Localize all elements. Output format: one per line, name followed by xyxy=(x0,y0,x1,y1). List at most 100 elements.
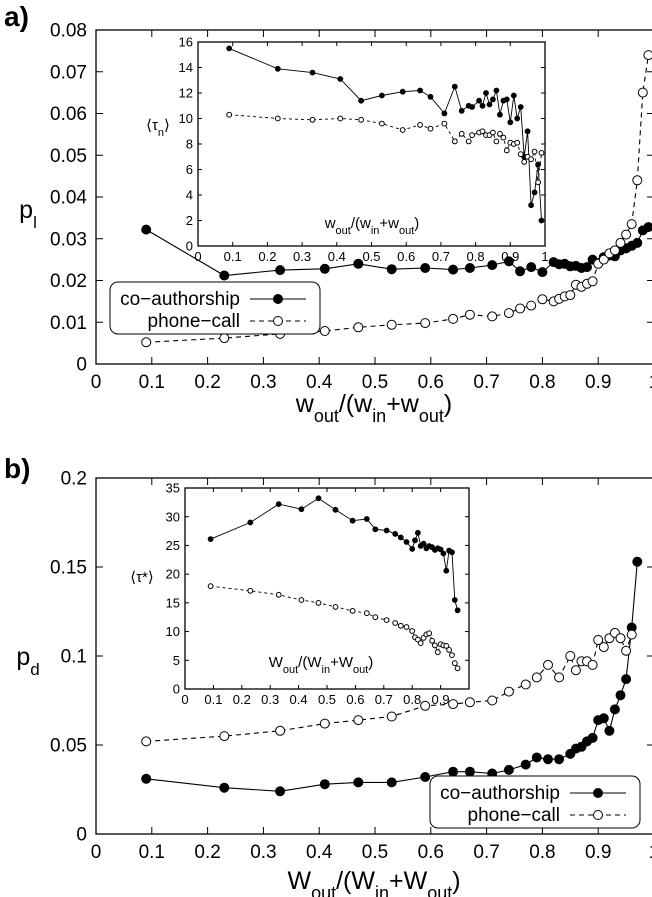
panel-b-main-point-coauthorship xyxy=(609,704,620,715)
panel-a-inset-point-coauthorship xyxy=(538,217,545,224)
panel-a-main-ytick-label: 0.01 xyxy=(50,313,87,334)
panel-a-inset-point-phonecall xyxy=(500,134,507,141)
panel-a-inset-point-coauthorship xyxy=(514,115,521,122)
panel-a-inset-point-coauthorship xyxy=(535,161,541,168)
panel-b-inset-point-phonecall xyxy=(332,604,339,610)
panel-a-inset-point-coauthorship xyxy=(531,189,538,196)
panel-b-main-xtick-label: 0.6 xyxy=(418,842,444,863)
panel-b-inset-point-phonecall xyxy=(449,652,455,658)
panel-b-main-point-phonecall xyxy=(503,686,514,697)
panel-b-inset-point-coauthorship xyxy=(275,501,282,508)
panel-b-inset-plot-frame xyxy=(184,487,470,690)
panel-a-main-point-phonecall xyxy=(526,300,537,311)
panel-b-inset-point-phonecall xyxy=(403,624,410,630)
panel-a-inset-ytick-label: 12 xyxy=(179,86,193,101)
panel-b-main-point-phonecall xyxy=(353,715,364,726)
panel-a-inset-point-phonecall xyxy=(427,125,434,132)
panel-b-inset-xtick-label: 0.6 xyxy=(346,692,364,707)
panel-b-main-point-phonecall xyxy=(570,665,581,676)
panel-b-inset-ylabel: ⟨τ*⟩ xyxy=(130,569,153,586)
panel-b-main-point-phonecall xyxy=(386,711,397,722)
panel-b-main-point-coauthorship xyxy=(587,732,598,743)
panel-a-main-xtick-label: 0.1 xyxy=(139,372,165,393)
panel-a-inset-point-phonecall xyxy=(441,120,448,127)
panel-b-main-point-coauthorship xyxy=(621,674,632,685)
panel-a-inset-xlabel: wout/(win+wout) xyxy=(324,215,420,237)
panel-a-ylabel: pl xyxy=(19,196,37,232)
panel-a-legend-marker xyxy=(273,294,283,304)
panel-a-main-point-coauthorship xyxy=(448,264,459,275)
panel-b-main-point-coauthorship xyxy=(615,690,626,701)
panel-a-main-ytick-label: 0.03 xyxy=(50,229,87,250)
panel-b-main-xtick-label: 0.3 xyxy=(250,842,276,863)
panel-b-inset-xlabel: Wout/(Win+Wout) xyxy=(269,654,374,676)
panel-b-main-point-coauthorship xyxy=(275,786,286,797)
panel-a-inset-xtick-label: 0.4 xyxy=(328,249,346,264)
panel-a-legend-label: co−authorship xyxy=(120,289,240,310)
panel-a-main-xtick-label: 0.5 xyxy=(362,372,388,393)
panel-b-inset-ytick-label: 35 xyxy=(166,481,180,496)
panel-b-inset-point-phonecall xyxy=(454,665,461,672)
panel-b-inset-point-phonecall xyxy=(207,583,214,590)
panel-a-main-xtick-label: 0.8 xyxy=(529,372,555,393)
panel-a-inset-point-phonecall xyxy=(451,138,458,145)
panel-a-inset-xtick-label: 1 xyxy=(541,249,548,264)
panel-a-inset-ylabel: ⟨τn⟩ xyxy=(146,117,170,139)
panel-a-inset-xtick-label: 0.3 xyxy=(293,249,311,264)
panel-a-inset-point-coauthorship xyxy=(497,111,503,118)
panel-a-main-point-coauthorship xyxy=(526,262,537,273)
panel-a-main-point-coauthorship xyxy=(582,262,592,273)
panel-a-inset-point-coauthorship xyxy=(226,45,233,52)
panel-b-inset-xtick-label: 0.1 xyxy=(204,692,222,707)
panel-b-inset-ytick-label: 20 xyxy=(166,567,180,582)
panel-a-inset-point-coauthorship xyxy=(441,110,448,117)
panel-b-main-point-coauthorship xyxy=(319,779,330,790)
panel-b-inset-ytick-label: 0 xyxy=(173,682,180,697)
panel-a-main-point-phonecall xyxy=(353,322,364,333)
panel-a-main-ytick-label: 0.08 xyxy=(50,21,87,42)
panel-a-inset-ytick-label: 6 xyxy=(186,162,193,177)
panel-b-panel-label: b) xyxy=(4,453,30,484)
panel-b-inset-point-phonecall xyxy=(275,591,282,598)
panel-a-main-point-coauthorship xyxy=(632,237,643,248)
panel-a-inset-point-phonecall xyxy=(337,115,344,122)
panel-b-inset-point-coauthorship xyxy=(363,516,370,522)
panel-a-main-xtick-label: 0.6 xyxy=(418,372,444,393)
panel-b-main-xtick-label: 0.1 xyxy=(139,842,165,863)
panel-a-inset-point-phonecall xyxy=(309,116,316,123)
panel-b-main-ytick-label: 0.1 xyxy=(61,647,87,668)
panel-a-inset-point-phonecall xyxy=(417,122,424,128)
panel-a-inset-xtick-label: 0.8 xyxy=(467,249,485,264)
panel-a-main-xtick-label: 0.9 xyxy=(585,372,611,393)
panel-b-main-point-coauthorship xyxy=(503,764,514,775)
panel-b-inset-ytick-label: 30 xyxy=(166,509,180,524)
panel-a-inset-xtick-label: 0.5 xyxy=(362,249,380,264)
panel-b-inset-xtick-label: 0.9 xyxy=(432,692,450,707)
panel-b-main-point-phonecall xyxy=(543,659,553,670)
panel-a-inset-point-coauthorship xyxy=(483,90,489,96)
panel-a-legend-box xyxy=(109,281,321,335)
panel-a-main-point-phonecall xyxy=(632,175,643,186)
panel-a-inset-point-phonecall xyxy=(465,138,472,145)
panel-a-main-xtick-label: 0.3 xyxy=(250,372,276,393)
panel-a-inset-ytick-label: 0 xyxy=(186,239,193,254)
panel-a-main-point-coauthorship xyxy=(219,270,230,281)
panel-a-main-point-phonecall xyxy=(386,319,397,330)
panel-a-main-point-phonecall xyxy=(643,50,652,61)
panel-b-main-xtick-label: 0.8 xyxy=(529,842,555,863)
panel-a-inset-point-phonecall xyxy=(514,139,521,146)
panel-a-main-xtick-label: 0 xyxy=(91,372,102,393)
panel-b-main-point-coauthorship xyxy=(604,725,615,736)
panel-a-inset-point-coauthorship xyxy=(451,83,458,90)
panel-a-legend-marker xyxy=(273,316,283,326)
panel-b-inset-point-coauthorship xyxy=(412,537,418,544)
panel-a-xlabel: wout/(win+wout) xyxy=(295,390,452,426)
panel-a-inset-point-phonecall xyxy=(479,128,486,135)
panel-a-inset-ytick-label: 14 xyxy=(179,60,193,75)
panel-b-main-point-phonecall xyxy=(319,718,330,729)
panel-b-main-point-phonecall xyxy=(520,679,531,690)
panel-b-inset-point-coauthorship xyxy=(349,517,356,524)
panel-b-main-xtick-label: 0.4 xyxy=(306,842,333,863)
panel-a-inset-plot-frame xyxy=(197,41,546,247)
panel-b-main-point-coauthorship xyxy=(141,773,152,784)
